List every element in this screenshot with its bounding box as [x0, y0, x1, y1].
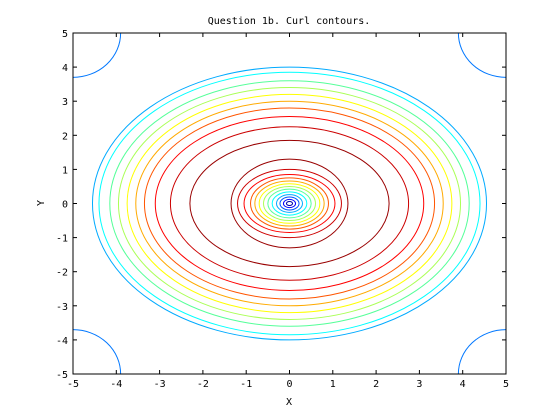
x-tick-label: 5	[503, 379, 509, 390]
x-tick-label: 4	[460, 379, 466, 390]
contour-line	[189, 139, 390, 268]
contour-line	[169, 126, 410, 281]
x-tick-label: -5	[67, 379, 79, 390]
y-tick-label: 1	[62, 165, 68, 176]
chart-title: Question 1b. Curl contours.	[208, 16, 371, 27]
y-axis-label: Y	[36, 200, 47, 206]
x-axis-label: X	[286, 397, 292, 408]
x-tick-label: -2	[197, 379, 209, 390]
contour-line	[254, 180, 325, 227]
axis-ticks: -5 -4 -3 -2 -1 0 1 2 3 4 5 -5 -4 -3 -2 -1 0 1 2 3 4 5	[56, 29, 509, 390]
contour-line	[276, 194, 303, 213]
x-tick-label: 3	[416, 379, 422, 390]
contour-line	[279, 196, 300, 211]
y-tick-label: -2	[56, 268, 68, 279]
x-tick-label: -4	[110, 379, 122, 390]
contour-line	[250, 177, 329, 230]
x-tick-label: 2	[373, 379, 379, 390]
contour-line	[267, 188, 312, 219]
y-tick-label: 0	[62, 200, 68, 211]
contour-line	[135, 100, 444, 307]
x-tick-label: 1	[330, 379, 336, 390]
contour-line	[282, 198, 297, 209]
y-tick-label: -3	[56, 302, 68, 313]
y-tick-label: 4	[62, 63, 68, 74]
y-tick-label: -1	[56, 234, 68, 245]
contour-line	[285, 200, 294, 207]
y-tick-label: -4	[56, 336, 68, 347]
y-tick-label: -5	[56, 370, 68, 381]
contour-line	[98, 71, 481, 336]
x-tick-label: 0	[286, 379, 292, 390]
contour-line	[154, 116, 425, 291]
y-tick-label: 5	[62, 29, 68, 40]
plot-area	[72, 32, 507, 375]
y-tick-label: 3	[62, 97, 68, 108]
contour-line	[237, 168, 342, 239]
contour-line	[126, 93, 453, 314]
contour-line	[117, 87, 462, 320]
contour-line	[258, 183, 321, 224]
contour-line	[271, 191, 308, 216]
contour-line	[109, 80, 470, 327]
contour-line	[230, 158, 349, 249]
y-tick-label: 2	[62, 131, 68, 142]
contour-line	[243, 174, 336, 233]
contour-line	[143, 107, 436, 300]
x-tick-label: -3	[154, 379, 166, 390]
x-tick-label: -1	[240, 379, 252, 390]
contour-line	[91, 66, 488, 341]
contour-line	[263, 185, 316, 222]
